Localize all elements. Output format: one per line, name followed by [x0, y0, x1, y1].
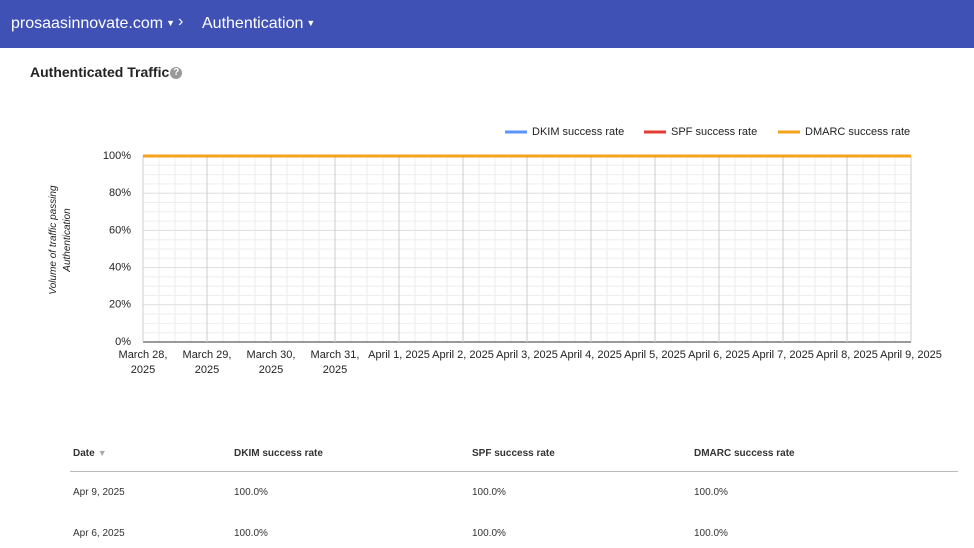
y-tick-label: 40%: [109, 262, 131, 274]
x-tick-label: April 6, 2025: [688, 349, 750, 361]
legend-label: DKIM success rate: [532, 126, 624, 138]
table-row: Apr 9, 2025 100.0% 100.0% 100.0%: [70, 472, 958, 514]
x-tick-label: March 29, 2025: [182, 349, 232, 376]
page-selector[interactable]: Authentication ▼: [202, 15, 316, 32]
help-icon[interactable]: ?: [170, 67, 183, 79]
top-bar: prosaasinnovate.com ▼ › Authentication ▼: [0, 0, 974, 48]
x-tick-label: April 8, 2025: [816, 349, 878, 361]
legend-label: DMARC success rate: [805, 126, 910, 138]
cell: Apr 9, 2025: [73, 487, 125, 498]
x-tick-label: April 5, 2025: [624, 349, 686, 361]
column-header[interactable]: SPF success rate: [469, 436, 691, 472]
y-tick-label: 100%: [103, 150, 131, 162]
column-header[interactable]: DMARC success rate: [691, 436, 958, 472]
x-tick-label: April 9, 2025: [880, 349, 942, 361]
column-header[interactable]: Date ▼: [70, 436, 231, 472]
y-tick-label: 0%: [115, 336, 131, 348]
cell: 100.0%: [234, 528, 268, 539]
x-tick-label: March 31, 2025: [310, 349, 360, 376]
x-tick-label: April 2, 2025: [432, 349, 494, 361]
cell: 100.0%: [234, 487, 268, 498]
breadcrumb-text: prosaasinnovate.com: [11, 15, 164, 32]
section-title: Authenticated Traffic?: [30, 64, 183, 80]
cell: 100.0%: [694, 487, 728, 498]
header-text: SPF success rate: [472, 448, 555, 459]
cell: 100.0%: [472, 528, 506, 539]
cell: Apr 6, 2025: [73, 528, 125, 539]
x-tick-label: April 4, 2025: [560, 349, 622, 361]
x-tick-label: April 7, 2025: [752, 349, 814, 361]
breadcrumb-separator: ›: [178, 13, 184, 30]
x-tick-label: March 28, 2025: [118, 349, 168, 376]
data-table: Date ▼ DKIM success rate SPF success rate…: [70, 436, 958, 548]
header-text: Date: [73, 448, 95, 459]
column-header[interactable]: DKIM success rate: [231, 436, 469, 472]
header-text: DKIM success rate: [234, 448, 323, 459]
header-text: DMARC success rate: [694, 448, 795, 459]
title-text: Authenticated Traffic: [30, 64, 170, 80]
y-axis-label: Volume of traffic passing Authentication: [48, 185, 73, 295]
x-tick-label: April 3, 2025: [496, 349, 558, 361]
x-tick-label: April 1, 2025: [368, 349, 430, 361]
x-tick-label: March 30, 2025: [246, 349, 296, 376]
cell: 100.0%: [472, 487, 506, 498]
y-tick-label: 60%: [109, 224, 131, 236]
y-tick-label: 20%: [109, 299, 131, 311]
table-row: Apr 6, 2025 100.0% 100.0% 100.0%: [70, 513, 958, 548]
cell: 100.0%: [694, 528, 728, 539]
y-tick-label: 80%: [109, 187, 131, 199]
domain-selector[interactable]: prosaasinnovate.com ▼: [11, 15, 176, 32]
breadcrumb-text: Authentication: [202, 15, 304, 32]
legend-label: SPF success rate: [671, 126, 757, 138]
